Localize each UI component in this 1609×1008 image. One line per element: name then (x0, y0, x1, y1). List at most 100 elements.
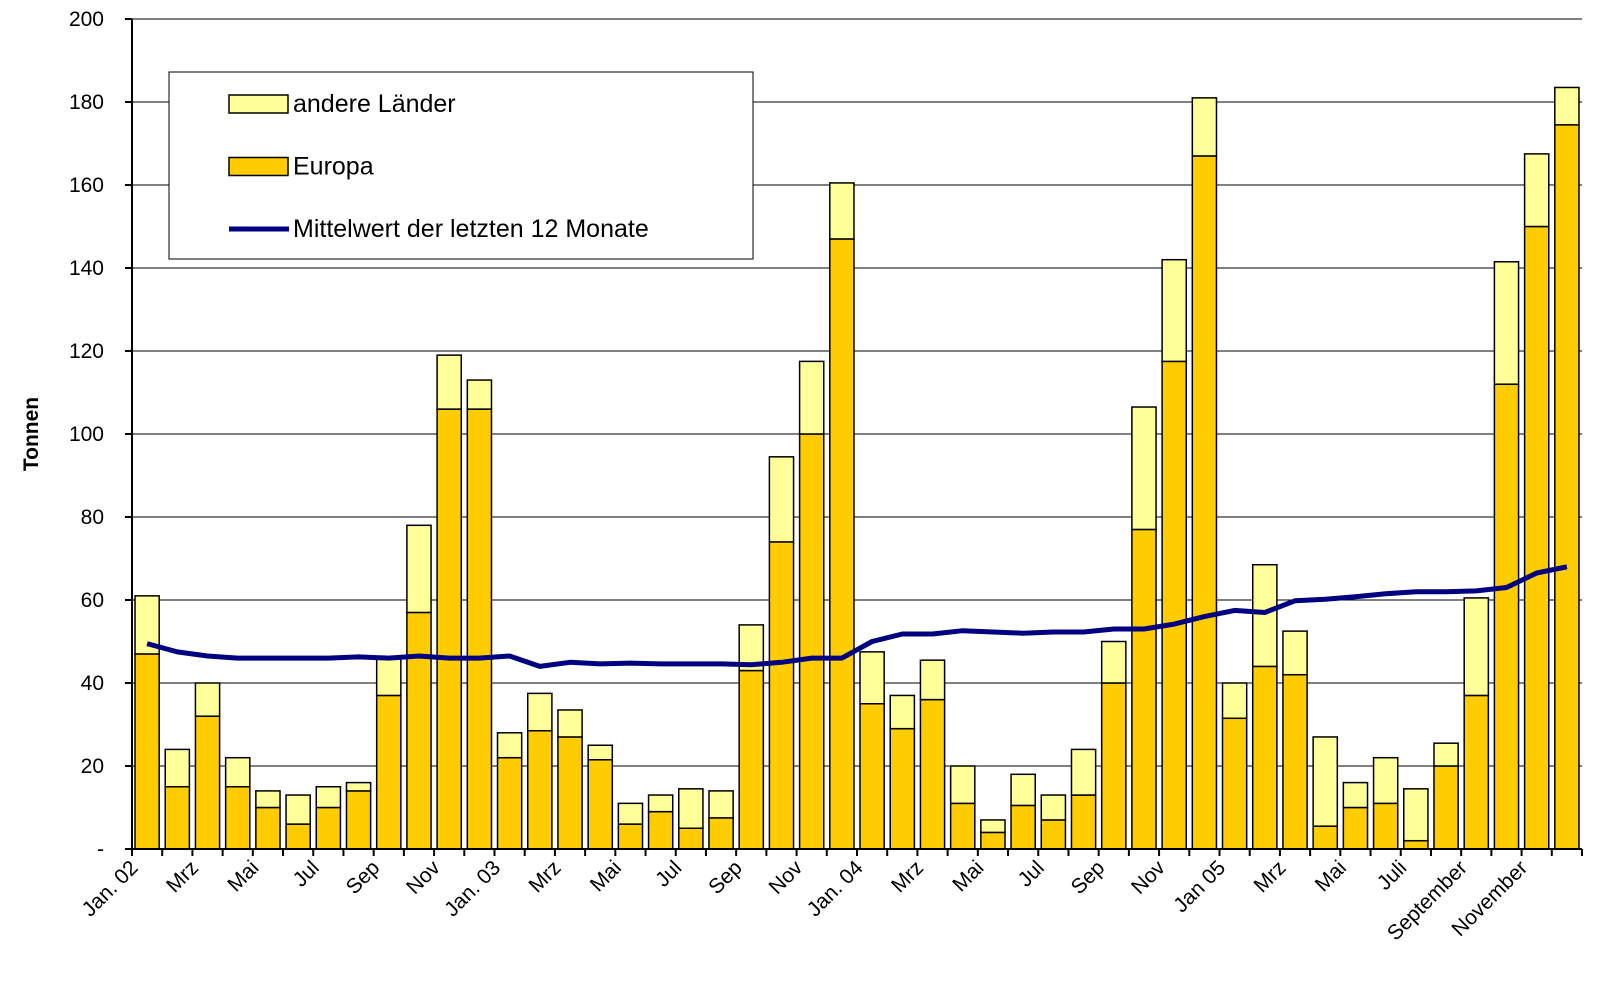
legend-swatch (228, 94, 289, 114)
x-tick-label: Jan. 02 (78, 856, 143, 921)
bar (1523, 153, 1550, 228)
y-tick-label: - (97, 838, 104, 861)
bar (829, 238, 855, 850)
bar (466, 379, 493, 410)
bar (1463, 597, 1490, 697)
y-tick-label: 140 (69, 257, 104, 280)
bar (1070, 748, 1097, 796)
y-tick-label: 120 (69, 340, 104, 363)
bar (647, 810, 674, 850)
bar (224, 756, 251, 788)
bar (1403, 839, 1429, 850)
bar (1070, 794, 1097, 850)
bar (285, 823, 311, 850)
x-tick-label: Sep (704, 856, 747, 899)
x-tick-label: Mrz (887, 856, 928, 897)
bar (1342, 806, 1369, 850)
bar (466, 408, 493, 850)
bar (1161, 360, 1188, 850)
bar (436, 354, 463, 410)
bar (1131, 406, 1157, 531)
bar (1403, 788, 1429, 842)
bar (889, 727, 916, 850)
bar (526, 692, 553, 732)
bar (345, 781, 372, 792)
bar (1251, 665, 1278, 850)
x-tick-label: Jul (289, 856, 324, 891)
bar (617, 802, 644, 825)
bar (798, 360, 825, 435)
bar (406, 524, 432, 614)
bar (647, 794, 674, 813)
y-tick-label: 100 (69, 423, 104, 446)
bar (1554, 86, 1580, 126)
x-tick-label: Mai (1311, 856, 1351, 896)
bar (587, 759, 614, 850)
bar (1493, 261, 1520, 385)
y-tick-label: 60 (81, 589, 104, 612)
x-tick-label: Mrz (1250, 856, 1291, 897)
x-tick-label: Jul (1014, 856, 1049, 891)
line (146, 564, 1568, 669)
bar (1433, 742, 1459, 767)
bar (1372, 802, 1399, 850)
legend-swatch (228, 156, 289, 177)
x-tick-label: Mai (586, 856, 626, 896)
bar (164, 748, 191, 788)
y-tick-label: 160 (69, 174, 104, 197)
y-tick-label: 200 (69, 8, 104, 31)
bar (738, 669, 765, 850)
bar (1221, 717, 1248, 850)
bar (255, 806, 281, 850)
bar (1191, 97, 1218, 157)
x-tick-label: Jan. 04 (803, 856, 868, 921)
bar (1010, 804, 1036, 850)
bar (708, 790, 734, 819)
x-tick-label: Nov (1127, 856, 1170, 899)
bar (496, 732, 523, 759)
bar (587, 744, 614, 761)
bar (1282, 673, 1308, 850)
legend-label: Mittelwert der letzten 12 Monate (293, 215, 649, 243)
bar (919, 698, 946, 850)
bar (768, 456, 795, 543)
bar (949, 765, 976, 805)
bar (1312, 736, 1339, 827)
bar (1251, 563, 1278, 668)
bar (375, 694, 402, 850)
x-tick-label: Juli (1373, 856, 1412, 895)
bar (1100, 682, 1127, 850)
x-tick-label: Nov (402, 856, 445, 899)
bar (496, 756, 523, 850)
bar (315, 806, 342, 850)
y-tick-label: 80 (81, 506, 104, 529)
x-tick-label: Jan 05 (1169, 856, 1230, 917)
bar (526, 729, 553, 850)
bar (315, 786, 342, 809)
bar (1221, 682, 1248, 720)
x-tick-label: Jul (651, 856, 686, 891)
bar (678, 788, 704, 830)
legend-label: andere Länder (293, 90, 456, 118)
bar (798, 433, 825, 850)
bar (406, 611, 432, 850)
x-tick-label: Mai (948, 856, 988, 896)
bar (285, 794, 311, 825)
bar (1282, 630, 1308, 676)
bar (980, 831, 1006, 850)
bar (1131, 528, 1157, 850)
x-tick-label: Jan. 03 (440, 856, 505, 921)
bar (678, 827, 704, 850)
bar (949, 802, 976, 850)
bar (617, 823, 644, 850)
x-tick-label: Mai (223, 856, 263, 896)
bar (1342, 781, 1369, 809)
legend-label: Europa (293, 153, 374, 181)
bar (859, 703, 885, 850)
x-tick-label: Sep (1067, 856, 1110, 899)
bar (1191, 155, 1218, 850)
y-tick-label: 180 (69, 91, 104, 114)
bar (345, 790, 372, 850)
bar (194, 715, 221, 850)
